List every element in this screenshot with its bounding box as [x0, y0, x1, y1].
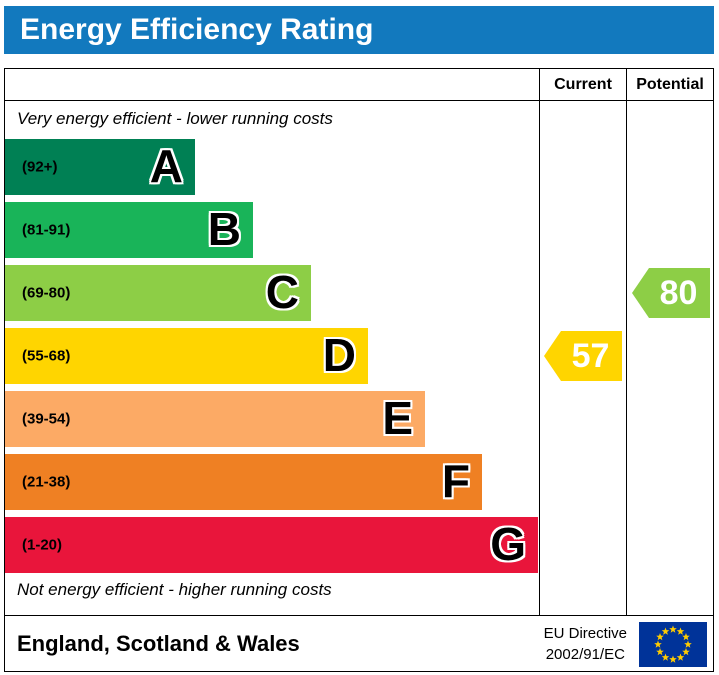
eu-flag-star [661, 627, 670, 635]
page-title: Energy Efficiency Rating [4, 6, 714, 54]
eu-flag-star [676, 652, 685, 661]
band-range: (81-91) [22, 221, 71, 239]
band-letter: E [382, 392, 413, 444]
eu-flag-star [684, 640, 692, 648]
region-label: England, Scotland & Wales [17, 631, 300, 656]
eu-flag-star [669, 625, 677, 633]
eu-flag-star [669, 655, 677, 663]
top-note: Very energy efficient - lower running co… [17, 109, 333, 128]
chart-box: Current Potential Very energy efficient … [4, 68, 714, 672]
potential-rating-pointer: 80 [632, 268, 710, 318]
band-range: (1-20) [22, 536, 63, 554]
eu-flag-star [682, 647, 690, 655]
page-title-text: Energy Efficiency Rating [20, 13, 374, 46]
band-range: (39-54) [22, 410, 71, 428]
band-g: (1-20) G [5, 517, 538, 573]
bottom-note: Not energy efficient - higher running co… [17, 580, 332, 599]
potential-rating-value: 80 [659, 273, 698, 312]
band-letter: F [441, 455, 470, 507]
eu-directive-label: EU Directive 2002/91/EC [544, 623, 627, 665]
band-b: (81-91) B [5, 202, 253, 258]
eu-directive-line1: EU Directive [543, 625, 627, 642]
eu-flag-icon [639, 621, 707, 667]
band-letter: A [149, 140, 183, 192]
eu-flag-star [656, 632, 664, 640]
eu-flag-star [654, 640, 662, 648]
band-letter: C [265, 266, 299, 318]
current-column-divider [539, 69, 540, 615]
footer: England, Scotland & Wales EU Directive 2… [5, 617, 713, 671]
eu-flag-star [682, 632, 690, 640]
rating-chart: Current Potential Very energy efficient … [5, 69, 713, 616]
eu-flag-star [661, 652, 670, 661]
band-f: (21-38) F [5, 454, 482, 510]
band-letter: B [207, 203, 241, 255]
band-range: (55-68) [22, 347, 71, 365]
current-column-header: Current [554, 76, 612, 93]
eu-flag-star [676, 627, 685, 635]
band-letter: G [490, 518, 526, 570]
eu-flag-star [656, 647, 664, 655]
current-rating-value: 57 [571, 336, 610, 375]
current-rating-pointer: 57 [544, 331, 622, 381]
band-c: (69-80) C [5, 265, 311, 321]
band-letter: D [322, 329, 356, 381]
band-e: (39-54) E [5, 391, 425, 447]
band-range: (69-80) [22, 284, 71, 302]
potential-column-header: Potential [636, 76, 704, 93]
band-range: (21-38) [22, 473, 71, 491]
chart-header: Current Potential [5, 69, 713, 101]
eu-directive-line2: 2002/91/EC [545, 646, 625, 663]
band-a: (92+) A [5, 139, 195, 195]
band-d: (55-68) D [5, 328, 368, 384]
potential-column-divider [626, 69, 627, 615]
band-range: (92+) [22, 158, 58, 176]
